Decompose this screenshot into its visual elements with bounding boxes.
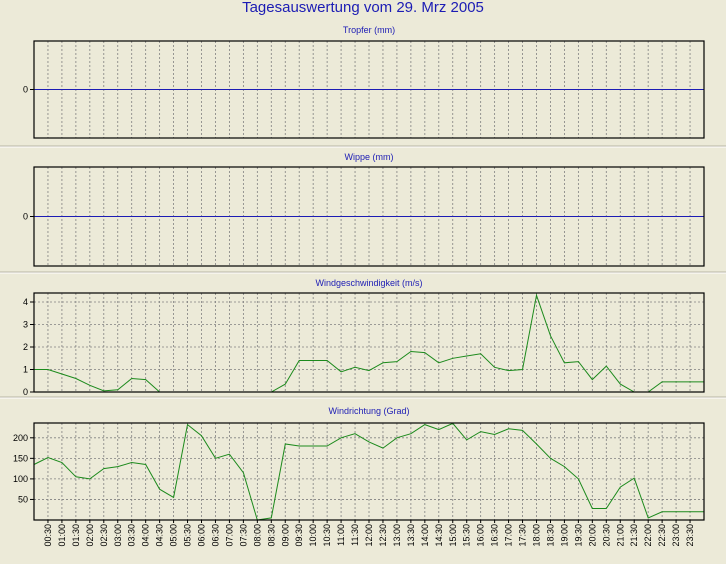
x-tick-label: 18:30 [545,524,555,547]
x-tick-label: 15:00 [448,524,458,547]
x-tick-label: 19:00 [559,524,569,547]
x-tick-label: 10:30 [322,524,332,547]
y-tick-label: 200 [13,433,28,443]
x-tick-label: 00:30 [43,524,53,547]
x-tick-label: 04:00 [141,524,151,547]
chart-title: Windgeschwindigkeit (m/s) [315,278,422,288]
x-tick-label: 13:00 [392,524,402,547]
x-tick-label: 21:30 [629,524,639,547]
y-tick-label: 3 [23,320,28,330]
x-tick-label: 10:00 [308,524,318,547]
x-tick-label: 09:00 [280,524,290,547]
series-line [33,422,704,521]
plot-frame [33,292,705,393]
x-tick-label: 02:30 [99,524,109,547]
y-tick-label: 0 [23,212,28,222]
x-tick-label: 14:00 [420,524,430,547]
x-tick-label: 08:00 [252,524,262,547]
x-tick-label: 22:30 [657,524,667,547]
x-tick-label: 18:00 [532,524,542,547]
x-tick-label: 04:30 [155,524,165,547]
x-tick-label: 21:00 [615,524,625,547]
x-tick-label: 06:30 [210,524,220,547]
x-tick-label: 23:30 [685,524,695,547]
chart-panel-2: Wippe (mm) 0 [23,152,705,267]
x-tick-label: 01:30 [71,524,81,547]
x-tick-label: 12:30 [378,524,388,547]
x-tick-label: 13:30 [406,524,416,547]
x-tick-label: 05:00 [169,524,179,547]
x-tick-label: 06:00 [197,524,207,547]
y-tick-label: 150 [13,453,28,463]
y-tick-label: 0 [23,387,28,397]
x-tick-label: 16:30 [490,524,500,547]
x-tick-label: 19:30 [573,524,583,547]
x-tick-label: 01:00 [57,524,67,547]
x-tick-label: 05:30 [183,524,193,547]
chart-title: Windrichtung (Grad) [328,406,409,416]
x-tick-label: 20:00 [587,524,597,547]
x-tick-label: 02:00 [85,524,95,547]
y-tick-label: 50 [18,494,28,504]
page-title: Tagesauswertung vom 29. Mrz 2005 [242,0,484,16]
chart-panel-3: Windgeschwindigkeit (m/s) 0 1 2 3 4 [23,278,705,397]
chart-title: Wippe (mm) [345,152,394,162]
x-tick-label: 03:00 [113,524,123,547]
x-tick-label: 15:30 [462,524,472,547]
chart-panel-1: Tropfer (mm) 0 [23,25,705,139]
y-tick-label: 4 [23,297,28,307]
x-tick-label: 09:30 [294,524,304,547]
x-tick-label: 12:00 [364,524,374,547]
x-tick-label: 07:00 [224,524,234,547]
x-tick-label: 23:00 [671,524,681,547]
x-tick-label: 08:30 [266,524,276,547]
x-axis: 00:30 01:00 01:30 02:00 02:30 03:00 03:30 04:00… [43,520,695,547]
y-tick-label: 0 [23,85,28,95]
x-tick-label: 11:00 [336,524,346,546]
y-tick-label: 2 [23,342,28,352]
plot-frame [33,166,705,267]
x-tick-label: 22:00 [643,524,653,547]
x-tick-label: 07:30 [238,524,248,547]
x-tick-label: 03:30 [127,524,137,547]
x-tick-label: 17:00 [504,524,514,547]
x-tick-label: 20:30 [601,524,611,547]
plot-frame [33,40,705,139]
chart-title: Tropfer (mm) [343,25,395,35]
y-tick-label: 100 [13,474,28,484]
x-tick-label: 16:00 [476,524,486,547]
x-tick-label: 11:30 [350,524,360,546]
x-tick-label: 17:30 [518,524,528,547]
series-line [34,293,704,393]
y-tick-label: 1 [23,365,28,375]
x-tick-label: 14:30 [434,524,444,547]
chart-panel-4: Windrichtung (Grad) 50 100 150 200 [13,406,705,521]
